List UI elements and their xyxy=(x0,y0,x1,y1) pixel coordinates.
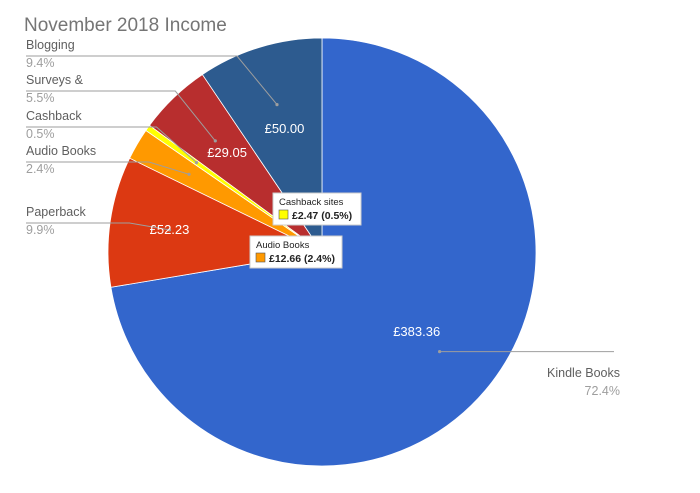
leader-line-cashback xyxy=(26,126,197,163)
slice-labels: Kindle Books 72.4% Paperback 9.9% Audio Book… xyxy=(26,38,620,398)
leader-line-paperback xyxy=(26,222,170,231)
slice-name-surveys: Surveys & xyxy=(26,73,84,87)
leader-lines xyxy=(26,55,614,354)
value-label-blogging: £50.00 xyxy=(265,121,305,136)
tooltip-title: Audio Books xyxy=(256,240,310,251)
tooltip-swatch xyxy=(278,209,289,220)
tooltip-title: Cashback sites xyxy=(279,197,344,208)
leader-dot-paperback xyxy=(167,228,172,232)
tooltip-cashback-sites: Cashback sites £2.47 (0.5%) xyxy=(272,192,362,226)
tooltip-value: £2.47 (0.5%) xyxy=(292,210,352,222)
slice-name-audio-books: Audio Books xyxy=(26,144,96,158)
slice-percent-audio-books: 2.4% xyxy=(26,162,55,176)
leader-line-blogging xyxy=(26,55,278,105)
slice-name-cashback: Cashback xyxy=(26,109,82,123)
tooltip-box xyxy=(249,235,343,269)
leader-dot-cashback xyxy=(194,161,199,165)
slice-name-kindle-books: Kindle Books xyxy=(547,366,620,380)
value-label-surveys: £29.05 xyxy=(207,145,247,160)
leader-dot-blogging xyxy=(275,103,279,107)
slice-name-blogging: Blogging xyxy=(26,38,75,52)
chart-title: November 2018 Income xyxy=(24,15,227,36)
slice-name-paperback: Paperback xyxy=(26,205,87,219)
leader-dot-kindle-books xyxy=(438,350,442,354)
slice-percent-kindle-books: 72.4% xyxy=(585,384,620,398)
leader-line-audio-books xyxy=(26,161,190,175)
value-label-paperback: £52.23 xyxy=(150,222,190,237)
leader-dot-audio-books xyxy=(187,172,191,176)
slice-percent-surveys: 5.5% xyxy=(26,91,55,105)
leader-line-surveys xyxy=(26,90,216,142)
slice-percent-cashback: 0.5% xyxy=(26,127,55,141)
tooltip-box xyxy=(272,192,362,226)
value-labels: £383.36 £52.23 £29.05 £50.00 xyxy=(150,121,441,339)
tooltip-value: £12.66 (2.4%) xyxy=(269,253,335,265)
slice-percent-paperback: 9.9% xyxy=(26,223,55,237)
tooltips: Cashback sites £2.47 (0.5%) Audio Books £12… xyxy=(249,192,362,269)
tooltip-swatch xyxy=(255,252,266,263)
tooltip-audio-books: Audio Books £12.66 (2.4%) xyxy=(249,235,343,269)
value-label-kindle-books: £383.36 xyxy=(393,324,440,339)
leader-dot-surveys xyxy=(213,139,217,143)
slice-percent-blogging: 9.4% xyxy=(26,56,55,70)
